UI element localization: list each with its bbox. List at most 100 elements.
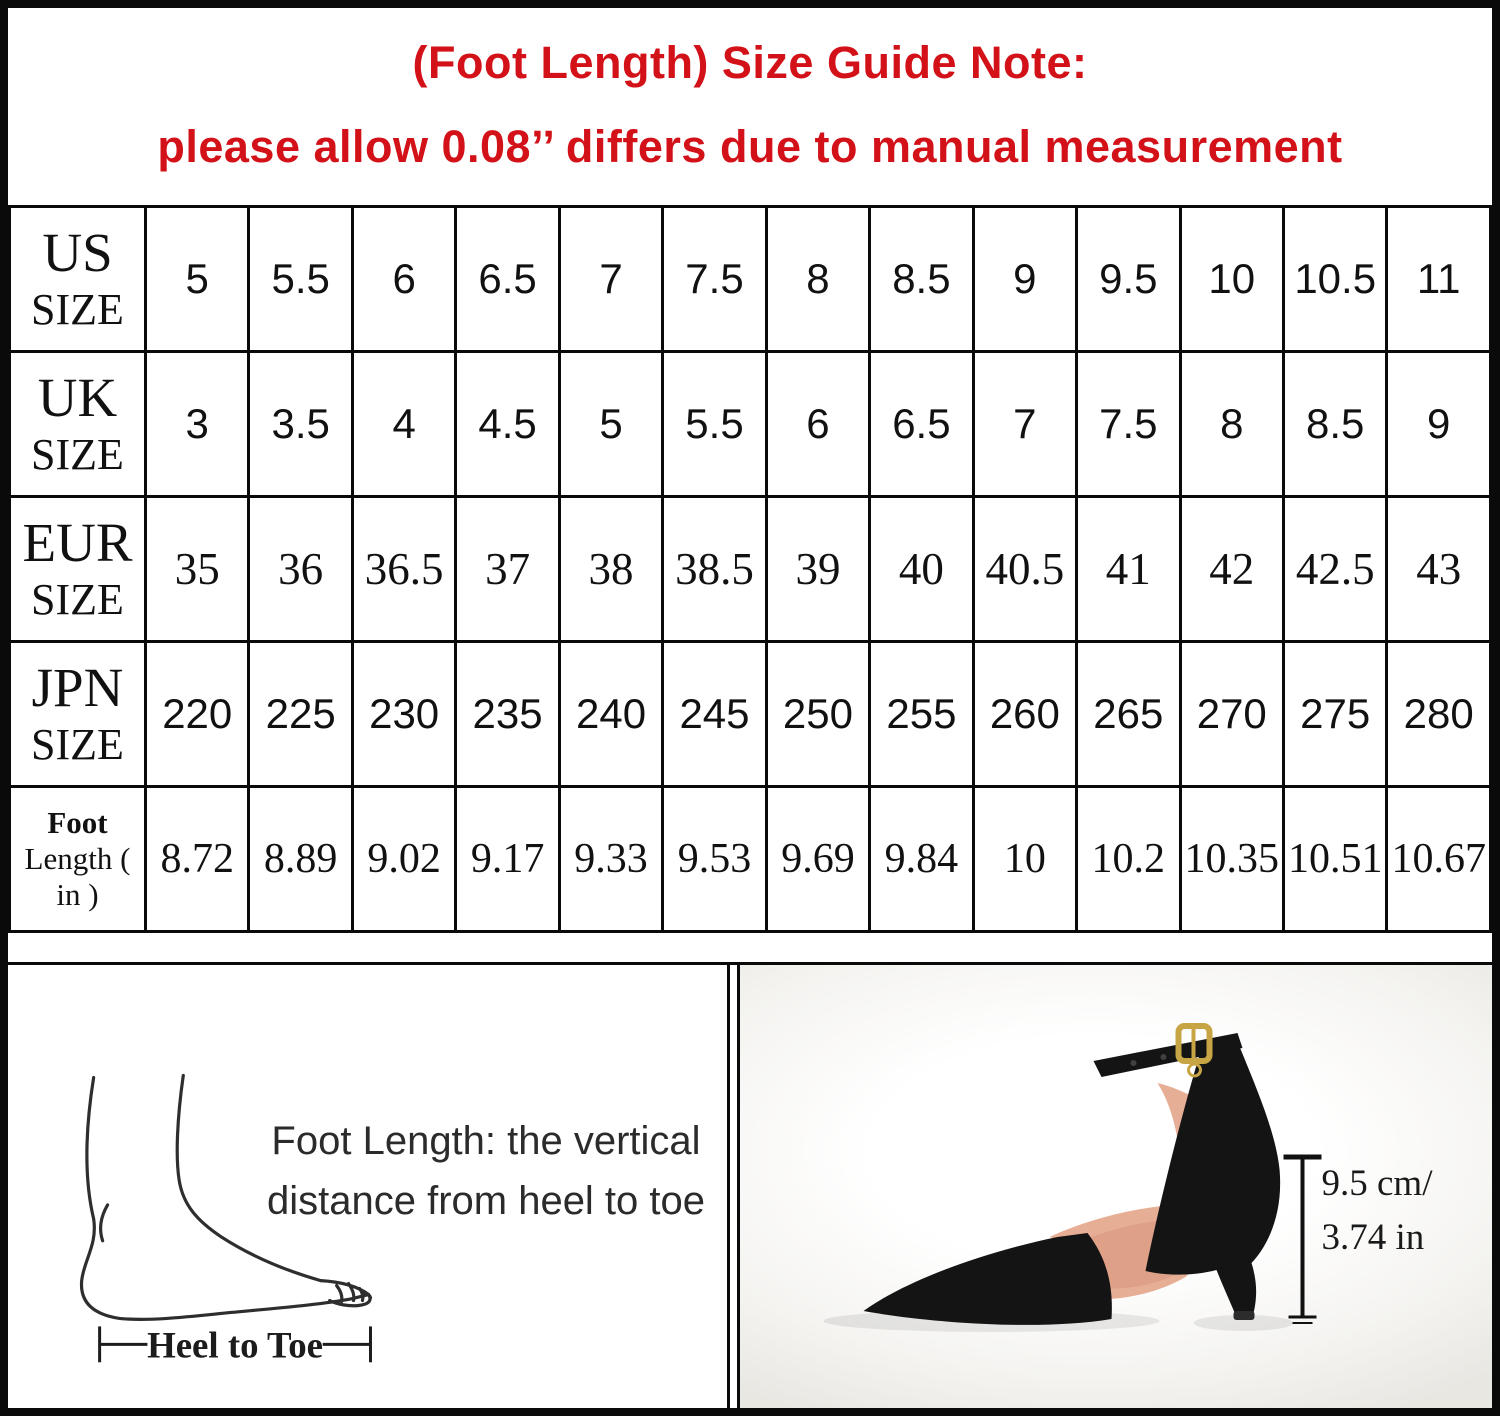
foot-length-description-line2: distance from heel to toe bbox=[266, 1179, 706, 1223]
size-cell-us: 6.5 bbox=[454, 205, 561, 353]
row-label-jpn: JPN SIZE bbox=[8, 640, 147, 788]
size-cell-jpn: 260 bbox=[971, 640, 1079, 788]
size-cell-eur: 42.5 bbox=[1281, 495, 1389, 643]
size-cell-jpn: 275 bbox=[1281, 640, 1389, 788]
size-cell-us: 7 bbox=[557, 205, 665, 353]
size-cell-us: 9 bbox=[971, 205, 1079, 353]
size-cell-uk: 4.5 bbox=[454, 350, 561, 498]
size-cell-uk: 4 bbox=[350, 350, 458, 498]
size-table-row-foot_length: Foot Length ( in ) 8.72 8.89 9.02 9.17 9.33 9.5… bbox=[8, 785, 1492, 933]
size-cell-us: 10.5 bbox=[1281, 205, 1389, 353]
row-label-line: SIZE bbox=[31, 720, 124, 769]
size-cell-jpn: 240 bbox=[557, 640, 665, 788]
foot-sketch: Heel to Toe bbox=[80, 1073, 373, 1365]
size-cell-uk: 5.5 bbox=[661, 350, 768, 498]
size-cell-foot_length: 10.51 bbox=[1281, 785, 1389, 933]
size-cell-eur: 41 bbox=[1075, 495, 1182, 643]
size-table-row-eur: EUR SIZE 35 36 36.5 37 38 38.5 39 40 40.5 41 42 42.5 4… bbox=[8, 495, 1492, 643]
size-cell-jpn: 250 bbox=[764, 640, 872, 788]
row-label-line: Length ( in ) bbox=[24, 841, 131, 912]
size-cell-eur: 35 bbox=[143, 495, 251, 643]
size-cell-foot_length: 8.72 bbox=[143, 785, 251, 933]
size-table-row-uk: UK SIZE 3 3.5 4 4.5 5 5.5 6 6.5 7 7.5 8 8.5 9 bbox=[8, 350, 1492, 498]
size-table-body: US SIZE 5 5.5 6 6.5 7 7.5 8 8.5 9 9.5 10 10.5 11 UK SIZE… bbox=[8, 205, 1492, 933]
size-cell-foot_length: 9.84 bbox=[868, 785, 975, 933]
size-cell-us: 9.5 bbox=[1075, 205, 1182, 353]
size-cell-eur: 36.5 bbox=[350, 495, 458, 643]
size-cell-uk: 9 bbox=[1385, 350, 1492, 498]
size-cell-uk: 6 bbox=[764, 350, 872, 498]
size-cell-jpn: 255 bbox=[868, 640, 975, 788]
bottom-section: Heel to Toe Foot Length: the vertical di… bbox=[8, 962, 1492, 1408]
heel-height-value-in: 3.74 in bbox=[1322, 1217, 1425, 1258]
row-label-line: SIZE bbox=[31, 285, 124, 334]
size-cell-foot_length: 9.17 bbox=[454, 785, 561, 933]
size-cell-foot_length: 10.2 bbox=[1075, 785, 1182, 933]
row-label-eur: EUR SIZE bbox=[8, 495, 147, 643]
size-cell-eur: 36 bbox=[247, 495, 354, 643]
shoe-illustration: 9.5 cm/ 3.74 in bbox=[823, 1023, 1434, 1332]
size-cell-eur: 40.5 bbox=[971, 495, 1079, 643]
shoe-photo-panel: 9.5 cm/ 3.74 in bbox=[737, 965, 1492, 1408]
size-cell-uk: 3 bbox=[143, 350, 251, 498]
row-label-line: UK bbox=[37, 367, 118, 428]
size-cell-us: 8.5 bbox=[868, 205, 975, 353]
size-cell-jpn: 245 bbox=[661, 640, 768, 788]
heel-to-toe-label: Heel to Toe bbox=[147, 1324, 323, 1365]
heel-to-toe-dimension: Heel to Toe bbox=[98, 1324, 372, 1365]
size-cell-eur: 42 bbox=[1178, 495, 1285, 643]
size-cell-us: 7.5 bbox=[661, 205, 768, 353]
size-cell-foot_length: 10 bbox=[971, 785, 1079, 933]
size-cell-eur: 43 bbox=[1385, 495, 1492, 643]
size-cell-foot_length: 10.67 bbox=[1385, 785, 1492, 933]
size-cell-us: 6 bbox=[350, 205, 458, 353]
size-cell-uk: 6.5 bbox=[868, 350, 975, 498]
size-cell-us: 10 bbox=[1178, 205, 1285, 353]
size-cell-foot_length: 9.69 bbox=[764, 785, 872, 933]
size-cell-us: 8 bbox=[764, 205, 872, 353]
size-cell-jpn: 270 bbox=[1178, 640, 1285, 788]
note-subtitle: please allow 0.08’’ differs due to manua… bbox=[157, 120, 1343, 172]
size-cell-jpn: 265 bbox=[1075, 640, 1182, 788]
size-cell-uk: 7.5 bbox=[1075, 350, 1182, 498]
size-cell-jpn: 280 bbox=[1385, 640, 1492, 788]
size-guide-note: (Foot Length) Size Guide Note: please al… bbox=[8, 8, 1492, 205]
row-label-line: US bbox=[42, 222, 113, 283]
size-cell-eur: 37 bbox=[454, 495, 561, 643]
row-label-us: US SIZE bbox=[8, 205, 147, 353]
size-cell-jpn: 230 bbox=[350, 640, 458, 788]
panel-divider-gap bbox=[730, 965, 737, 1408]
size-cell-us: 5.5 bbox=[247, 205, 354, 353]
buckle-icon bbox=[1175, 1023, 1213, 1078]
size-cell-uk: 7 bbox=[971, 350, 1079, 498]
size-cell-uk: 5 bbox=[557, 350, 665, 498]
size-cell-uk: 8.5 bbox=[1281, 350, 1389, 498]
row-label-line: SIZE bbox=[31, 430, 124, 479]
size-cell-foot_length: 9.33 bbox=[557, 785, 665, 933]
row-label-uk: UK SIZE bbox=[8, 350, 147, 498]
size-cell-uk: 8 bbox=[1178, 350, 1285, 498]
row-label-line: SIZE bbox=[31, 575, 124, 624]
size-table-row-us: US SIZE 5 5.5 6 6.5 7 7.5 8 8.5 9 9.5 10 10.5 11 bbox=[8, 205, 1492, 353]
size-cell-uk: 3.5 bbox=[247, 350, 354, 498]
foot-length-description-line1: Foot Length: the vertical bbox=[271, 1119, 701, 1163]
heel-height-value-cm: 9.5 cm/ bbox=[1322, 1163, 1434, 1204]
row-label-foot_length: Foot Length ( in ) bbox=[8, 785, 147, 933]
size-cell-jpn: 235 bbox=[454, 640, 561, 788]
note-title: (Foot Length) Size Guide Note: bbox=[412, 36, 1088, 88]
size-conversion-table: US SIZE 5 5.5 6 6.5 7 7.5 8 8.5 9 9.5 10 10.5 11 UK SIZE… bbox=[8, 205, 1492, 933]
size-cell-jpn: 220 bbox=[143, 640, 251, 788]
row-label-line: Foot bbox=[47, 805, 108, 840]
foot-length-description: Foot Length: the vertical distance from … bbox=[246, 1111, 726, 1231]
size-cell-us: 11 bbox=[1385, 205, 1492, 353]
size-cell-us: 5 bbox=[143, 205, 251, 353]
size-cell-eur: 38 bbox=[557, 495, 665, 643]
size-cell-foot_length: 8.89 bbox=[247, 785, 354, 933]
row-label-line: JPN bbox=[31, 657, 124, 718]
size-table-row-jpn: JPN SIZE 220 225 230 235 240 245 250 255 260 265 270… bbox=[8, 640, 1492, 788]
row-label-line: EUR bbox=[22, 512, 133, 573]
size-cell-foot_length: 9.02 bbox=[350, 785, 458, 933]
foot-diagram-panel: Heel to Toe Foot Length: the vertical di… bbox=[8, 965, 730, 1408]
size-cell-foot_length: 9.53 bbox=[661, 785, 768, 933]
